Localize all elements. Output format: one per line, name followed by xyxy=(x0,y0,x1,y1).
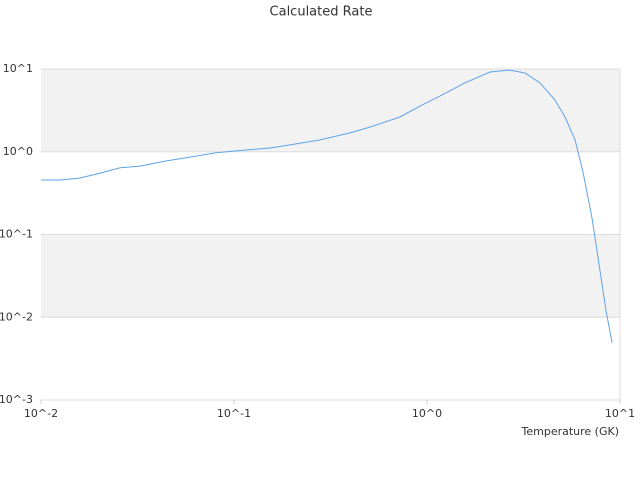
plot-background xyxy=(41,69,620,318)
y-tick-label: 10^0 xyxy=(3,145,33,158)
y-tick-label: 10^-2 xyxy=(0,310,33,323)
y-tick-label: 10^-3 xyxy=(0,393,33,406)
band xyxy=(41,234,620,318)
x-tick-label: 10^1 xyxy=(605,407,635,420)
chart-title: Calculated Rate xyxy=(270,5,373,20)
x-tick-label: 10^0 xyxy=(412,407,442,420)
x-tick-label: 10^-1 xyxy=(217,407,251,420)
x-tick-label: 10^-2 xyxy=(24,407,58,420)
x-axis-label: Temperature (GK) xyxy=(521,425,620,438)
data-line xyxy=(41,69,613,343)
y-tick-label: 10^1 xyxy=(3,62,33,75)
y-tick-label: 10^-1 xyxy=(0,228,33,241)
band xyxy=(41,69,620,152)
